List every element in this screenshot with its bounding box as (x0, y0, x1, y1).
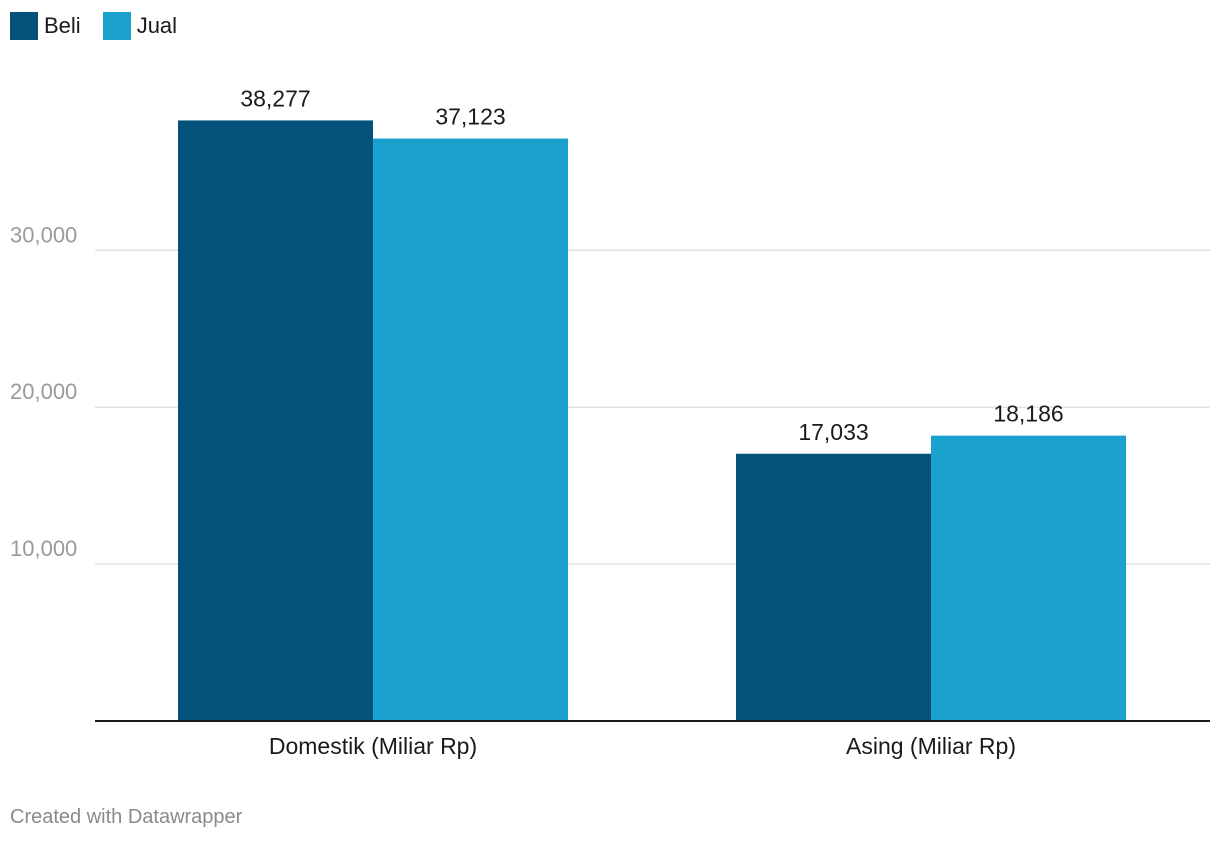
legend-swatch-jual (102, 12, 131, 40)
footer-credit: Created with Datawrapper (10, 806, 243, 828)
legend-swatch-beli (10, 12, 38, 40)
x-category-label: Domestik (Miliar Rp) (269, 733, 477, 759)
x-category-label: Asing (Miliar Rp) (846, 733, 1016, 759)
bar-jual-1 (931, 435, 1126, 721)
bar-beli-1 (736, 453, 931, 721)
data-label-beli-0: 38,277 (240, 85, 310, 111)
data-label-jual-0: 37,123 (435, 104, 505, 130)
legend-item-beli: Beli (10, 12, 81, 40)
bar-beli-0 (178, 120, 373, 722)
legend-item-jual: Jual (102, 12, 178, 40)
y-tick-label: 10,000 (10, 536, 77, 561)
data-label-jual-1: 18,186 (993, 401, 1063, 427)
y-tick-label: 20,000 (10, 379, 77, 404)
legend-label-jual: Jual (136, 13, 178, 38)
bar-jual-0 (373, 138, 568, 721)
legend: Beli Jual (10, 12, 177, 40)
legend-label-beli: Beli (44, 13, 81, 38)
y-tick-label: 30,000 (10, 222, 77, 247)
data-label-beli-1: 17,033 (798, 419, 868, 445)
